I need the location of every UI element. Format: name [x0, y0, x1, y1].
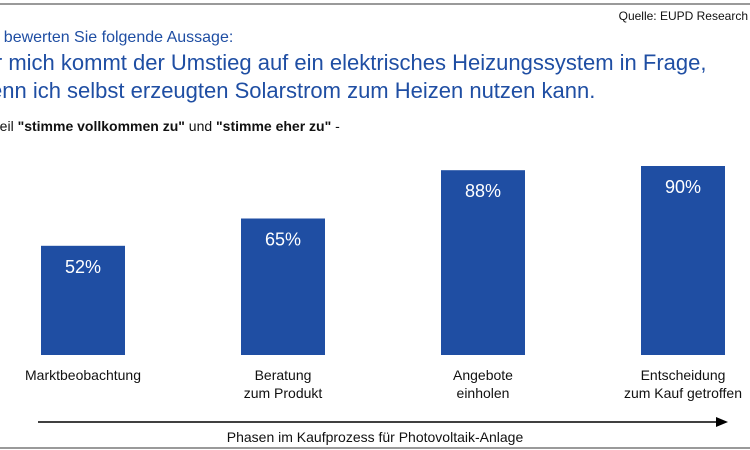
bars: 52% Marktbeobachtung 65% Beratung zum Produk… [25, 166, 742, 401]
bar-2 [241, 218, 325, 355]
bar-value-label-2: 65% [265, 230, 301, 250]
source-note: Quelle: EUPD Research [618, 9, 748, 23]
category-label-4-line-2: zum Kauf getroffen [624, 385, 742, 401]
category-label-1-line-1: Marktbeobachtung [25, 367, 141, 383]
statement-line-2: enn ich selbst erzeugten Solarstrom zum … [0, 78, 596, 103]
category-label-2-line-2: zum Produkt [244, 385, 323, 401]
share-prefix: nteil [0, 118, 14, 134]
x-axis-label: Phasen im Kaufprozess für Photovoltaik-A… [227, 429, 524, 445]
statement-line-1: ir mich kommt der Umstieg auf ein elektr… [0, 50, 707, 75]
category-label-2-line-1: Beratung [255, 367, 312, 383]
category-label-3-line-2: einholen [457, 385, 510, 401]
bar-value-label-4: 90% [665, 177, 701, 197]
top-rule [0, 3, 750, 5]
bar-value-label-1: 52% [65, 257, 101, 277]
bottom-rule [0, 447, 750, 449]
share-term-2: "stimme eher zu" [216, 118, 332, 134]
bar-4 [641, 166, 725, 355]
statement: ir mich kommt der Umstieg auf ein elektr… [0, 49, 706, 105]
bar-1 [41, 245, 125, 355]
question-intro: te bewerten Sie folgende Aussage: [0, 29, 234, 46]
share-and: und [184, 118, 217, 134]
bar-value-label-3: 88% [465, 181, 501, 201]
share-suffix: - [331, 118, 340, 134]
bar-3 [441, 170, 525, 355]
x-axis-arrow-head [716, 417, 728, 427]
category-label-4-line-1: Entscheidung [641, 367, 726, 383]
share-term-1: "stimme vollkommen zu" [17, 118, 185, 134]
x-axis: Phasen im Kaufprozess für Photovoltaik-A… [38, 417, 728, 445]
share-description: nteil "stimme vollkommen zu" und "stimme… [0, 118, 340, 134]
category-label-3-line-1: Angebote [453, 367, 513, 383]
